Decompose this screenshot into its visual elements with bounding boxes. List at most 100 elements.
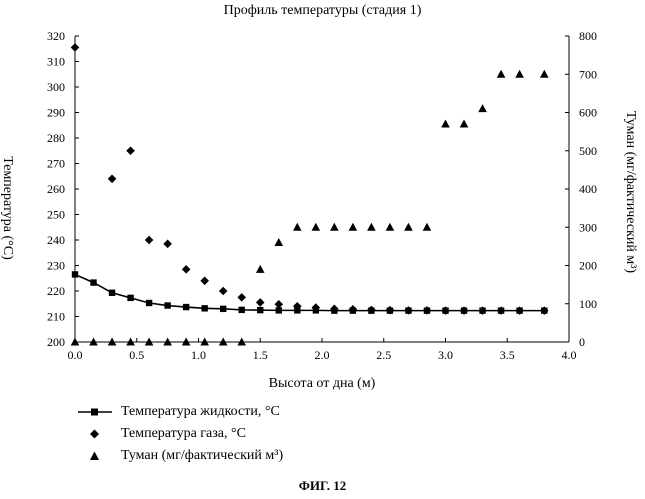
x-axis-label: Высота от дна (м) xyxy=(268,376,376,391)
gas-temp-point xyxy=(459,306,469,315)
gas-temp-point xyxy=(348,305,358,314)
mist-point xyxy=(441,119,450,128)
liquid-temp-point xyxy=(238,306,245,314)
figure-label: ФИГ. 12 xyxy=(298,478,347,493)
mist-point xyxy=(515,69,524,78)
liquid-temp-point xyxy=(71,271,79,278)
series-line-0 xyxy=(74,273,545,312)
y-axis-left-label: Температура (°C) xyxy=(0,156,15,260)
gas-temp-point xyxy=(237,293,247,302)
y-right-tick-label: 600 xyxy=(579,106,597,120)
mist-point xyxy=(540,69,549,78)
mist-point xyxy=(144,337,154,346)
y-right-tick-label: 700 xyxy=(579,67,597,81)
legend-label-mist: Туман (мг/фактический м³) xyxy=(121,448,284,463)
y-left-tick-label: 320 xyxy=(47,29,65,43)
gas-temp-point xyxy=(540,306,549,315)
x-tick-label: 0.5 xyxy=(129,348,144,362)
gas-temp-point xyxy=(144,235,154,245)
mist-point xyxy=(70,337,80,346)
gas-temp-point xyxy=(126,146,135,156)
gas-temp-point xyxy=(163,239,172,249)
x-tick-label: 1.5 xyxy=(253,348,268,362)
y-left-tick-label: 280 xyxy=(47,131,65,145)
gas-temp-point xyxy=(311,303,321,312)
gas-temp-point xyxy=(422,306,432,315)
gas-temp-point xyxy=(330,304,339,314)
mist-point xyxy=(107,337,117,346)
gas-temp-point xyxy=(200,276,209,286)
x-tick-label: 0.0 xyxy=(68,348,83,362)
mist-point xyxy=(311,222,321,231)
y-left-tick-label: 240 xyxy=(47,233,65,247)
mist-point xyxy=(348,222,358,231)
liquid-temp-point xyxy=(90,279,97,286)
liquid-temp-point xyxy=(182,303,190,311)
x-tick-label: 1.0 xyxy=(191,348,206,362)
legend-diamond-icon xyxy=(90,429,99,439)
gas-temp-point xyxy=(181,265,191,274)
gas-temp-point xyxy=(478,306,487,315)
mist-point xyxy=(422,222,432,231)
gas-temp-point xyxy=(218,286,228,296)
y-left-tick-label: 250 xyxy=(47,208,65,222)
mist-point xyxy=(459,119,469,128)
legend-label-liquid-temp: Температура жидкости, °C xyxy=(121,404,280,419)
mist-point xyxy=(218,337,228,346)
liquid-temp-point xyxy=(145,299,153,307)
y-left-tick-label: 310 xyxy=(47,55,65,69)
y-left-tick-label: 260 xyxy=(47,182,65,196)
y-left-tick-label: 300 xyxy=(47,80,65,94)
y-left-tick-label: 210 xyxy=(47,310,65,324)
mist-point xyxy=(163,337,172,346)
liquid-temp-point xyxy=(127,294,134,302)
liquid-temp-point xyxy=(108,289,116,296)
gas-temp-point xyxy=(274,299,284,309)
legend-label-gas-temp: Температура газа, °C xyxy=(121,426,246,441)
mist-point xyxy=(255,264,265,273)
y-axis-right-label: Туман (мг/фактический м³) xyxy=(623,110,638,274)
gas-temp-point xyxy=(107,174,117,184)
gas-temp-point xyxy=(404,306,413,315)
y-right-tick-label: 300 xyxy=(579,220,597,234)
chart-title: Профиль температуры (стадия 1) xyxy=(223,3,422,18)
x-tick-label: 2.5 xyxy=(376,348,391,362)
x-tick-label: 3.0 xyxy=(438,348,453,362)
mist-point xyxy=(181,337,191,346)
legend-square-line-icon xyxy=(78,408,112,416)
y-left-tick-label: 220 xyxy=(47,284,65,298)
mist-point xyxy=(496,69,506,78)
y-right-tick-label: 500 xyxy=(579,144,597,158)
mist-point xyxy=(274,238,284,247)
y-right-tick-label: 800 xyxy=(579,29,597,43)
liquid-temp-point xyxy=(164,302,171,309)
gas-temp-point xyxy=(496,306,506,315)
mist-point xyxy=(293,222,302,231)
gas-temp-point xyxy=(367,305,376,315)
liquid-temp-point xyxy=(220,305,227,313)
y-right-tick-label: 200 xyxy=(579,259,597,273)
x-tick-label: 3.5 xyxy=(500,348,515,362)
y-right-tick-label: 0 xyxy=(579,335,585,349)
gas-temp-point xyxy=(441,306,450,315)
y-left-tick-label: 270 xyxy=(47,157,65,171)
liquid-temp-point xyxy=(257,306,264,314)
mist-point xyxy=(200,337,209,346)
legend-triangle-icon xyxy=(90,451,99,460)
x-tick-label: 4.0 xyxy=(562,348,577,362)
mist-point xyxy=(237,337,247,346)
mist-point xyxy=(126,337,135,346)
liquid-temp-point xyxy=(275,307,282,314)
gas-temp-point xyxy=(385,305,395,315)
mist-point xyxy=(367,222,376,231)
mist-point xyxy=(404,222,413,231)
mist-point xyxy=(89,337,98,346)
y-right-tick-label: 400 xyxy=(579,182,597,196)
y-right-tick-label: 100 xyxy=(579,297,597,311)
gas-temp-point xyxy=(255,298,265,307)
mist-point xyxy=(478,104,487,113)
gas-temp-point xyxy=(293,302,302,311)
y-left-tick-label: 200 xyxy=(47,335,65,349)
mist-point xyxy=(330,222,339,231)
